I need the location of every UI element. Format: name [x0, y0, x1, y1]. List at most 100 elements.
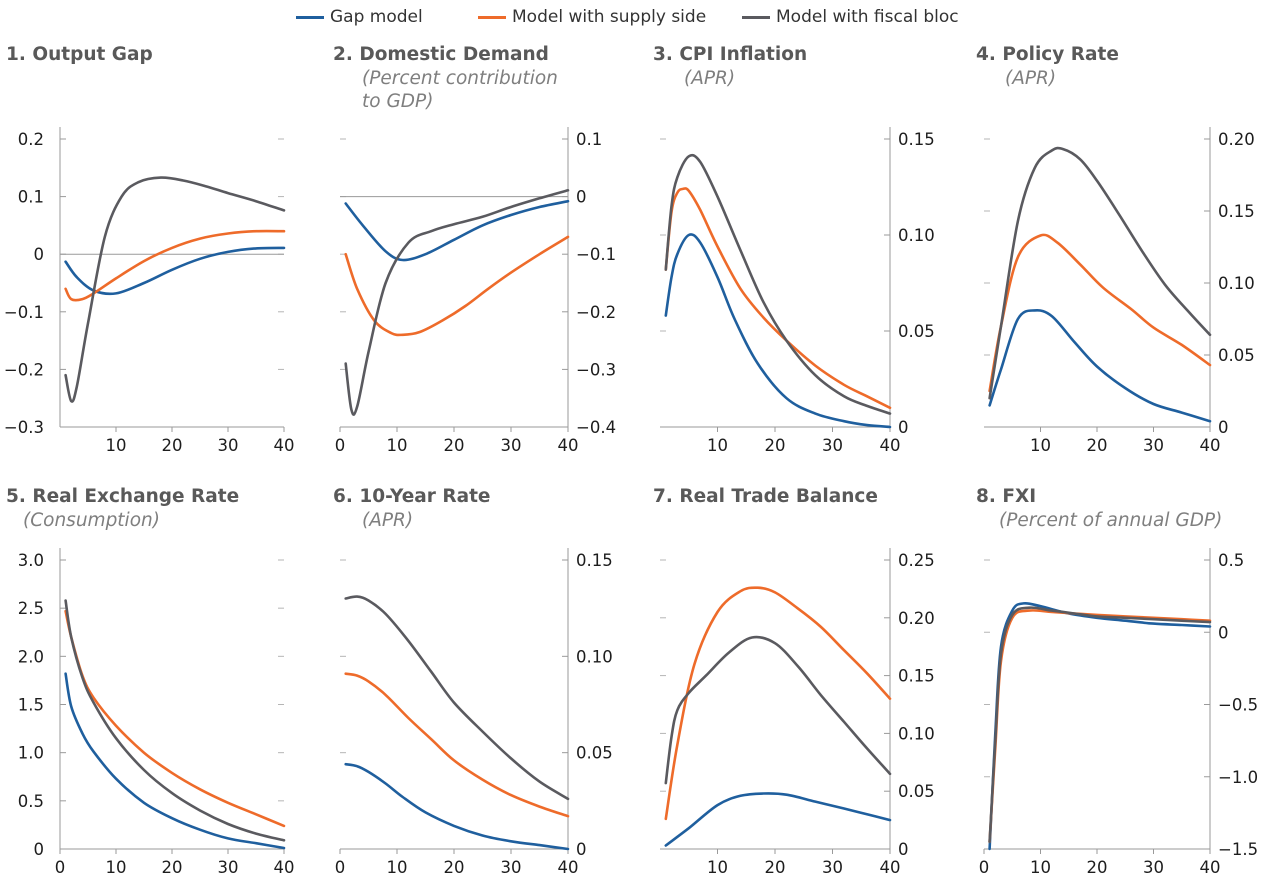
x-tick-label: 30: [218, 436, 239, 455]
chart-panel-3: 3. CPI Inflation (APR) 0 0.05 0.10 0.15 10 20 30…: [653, 44, 935, 455]
y-tick-label: −0.3: [4, 418, 44, 437]
x-tick-label: 10: [387, 858, 408, 877]
x-tick-label: 20: [162, 858, 183, 877]
chart-title: 7. Real Trade Balance: [653, 486, 878, 507]
chart-panel-8: 8. FXI (Percent of annual GDP) −1.5 −1.0 −0.…: [976, 486, 1258, 877]
legend-swatch: [478, 15, 506, 19]
y-tick-label: 0.15: [898, 130, 935, 149]
y-tick-label: 0: [898, 840, 909, 859]
x-tick-label: 10: [707, 436, 728, 455]
x-tick-label: 20: [765, 436, 786, 455]
chart-panel-6: 6. 10-Year Rate (APR) 0 0.05 0.10 0.15 0 10 20 30…: [333, 486, 613, 877]
chart-title: 5. Real Exchange Rate: [6, 486, 239, 507]
y-tick-label: 1.5: [18, 696, 44, 715]
x-tick-label: 10: [1030, 858, 1051, 877]
x-tick-label: 10: [707, 858, 728, 877]
chart-subtitle: (APR): [362, 510, 413, 531]
series-line-model-with-supply-side: [344, 672, 570, 818]
y-tick-label: 0.20: [898, 609, 935, 628]
chart-subtitle: (Percent contribution: [362, 68, 558, 89]
x-tick-label: 40: [274, 858, 295, 877]
y-tick-label: 0.1: [18, 188, 44, 207]
chart-title: 1. Output Gap: [6, 44, 153, 65]
chart-subtitle: (Percent of annual GDP): [999, 510, 1222, 531]
x-tick-label: 40: [880, 436, 901, 455]
y-tick-label: −0.1: [576, 245, 616, 264]
x-tick-label: 0: [335, 858, 346, 877]
y-tick-label: 0.5: [1218, 551, 1244, 570]
series-line-model-with-fiscal-bloc: [988, 146, 1212, 400]
y-tick-label: −1.0: [1218, 768, 1258, 787]
series-line-model-with-fiscal-bloc: [64, 176, 286, 403]
y-tick-label: −1.5: [1218, 840, 1258, 859]
y-tick-label: 0.05: [576, 744, 613, 763]
y-tick-label: 0.10: [898, 226, 935, 245]
y-tick-label: 2.5: [18, 599, 44, 618]
y-tick-label: 0.10: [576, 647, 613, 666]
y-tick-label: −0.4: [576, 418, 616, 437]
y-tick-label: 0: [576, 188, 587, 207]
x-tick-label: 30: [1143, 858, 1164, 877]
series-line-model-with-fiscal-bloc: [664, 153, 892, 415]
x-tick-label: 20: [444, 858, 465, 877]
chart-title: 6. 10-Year Rate: [333, 486, 490, 507]
y-tick-label: 2.0: [18, 647, 44, 666]
y-tick-label: 0.25: [898, 551, 935, 570]
chart-title: 3. CPI Inflation: [653, 44, 807, 65]
legend-item: Model with fiscal bloc: [742, 6, 959, 28]
x-tick-label: 40: [558, 858, 579, 877]
y-tick-label: 0.5: [18, 792, 44, 811]
x-tick-label: 20: [1087, 436, 1108, 455]
y-tick-label: −0.5: [1218, 696, 1258, 715]
x-tick-label: 0: [55, 858, 66, 877]
y-tick-label: −0.2: [4, 360, 44, 379]
x-tick-label: 30: [822, 858, 843, 877]
y-tick-label: 0.10: [898, 724, 935, 743]
y-tick-label: 0.05: [898, 322, 935, 341]
series-line-model-with-fiscal-bloc: [344, 189, 570, 416]
series-line-model-with-fiscal-bloc: [344, 595, 570, 801]
x-tick-label: 20: [1087, 858, 1108, 877]
y-tick-label: 0.1: [576, 130, 602, 149]
y-tick-label: 0: [1218, 418, 1229, 437]
x-tick-label: 10: [387, 436, 408, 455]
x-tick-label: 10: [106, 436, 127, 455]
series-line-model-with-supply-side: [988, 609, 1212, 844]
series-line-model-with-supply-side: [344, 235, 570, 337]
y-tick-label: 0.20: [1218, 130, 1255, 149]
series-line-model-with-supply-side: [988, 233, 1212, 393]
series-line-model-with-fiscal-bloc: [64, 599, 286, 842]
y-tick-label: 3.0: [18, 551, 44, 570]
x-tick-label: 40: [1200, 858, 1221, 877]
chart-legend: Gap model Model with supply side Model wit…: [0, 0, 1272, 34]
y-tick-label: 0.15: [1218, 202, 1255, 221]
y-tick-label: 0.05: [898, 782, 935, 801]
y-tick-label: 0: [34, 245, 45, 264]
series-line-gap-model: [64, 246, 286, 296]
y-tick-label: 0: [1218, 623, 1229, 642]
series-line-gap-model: [664, 233, 892, 429]
x-tick-label: 30: [218, 858, 239, 877]
chart-subtitle: (Consumption): [23, 510, 160, 531]
x-tick-label: 0: [335, 436, 346, 455]
chart-panel-5: 5. Real Exchange Rate (Consumption) 0 0.5 1.…: [6, 486, 295, 877]
legend-label: Model with supply side: [512, 7, 707, 27]
x-tick-label: 30: [501, 436, 522, 455]
legend-label: Gap model: [330, 7, 423, 27]
x-tick-label: 0: [979, 858, 990, 877]
chart-subtitle: (APR): [1005, 68, 1056, 89]
series-line-gap-model: [344, 199, 570, 262]
legend-label: Model with fiscal bloc: [776, 7, 959, 27]
y-tick-label: 0.05: [1218, 346, 1255, 365]
x-tick-label: 20: [162, 436, 183, 455]
y-tick-label: 0.2: [18, 130, 44, 149]
series-line-gap-model: [988, 601, 1212, 851]
legend-swatch: [742, 15, 770, 19]
y-tick-label: 0: [576, 840, 587, 859]
series-line-gap-model: [664, 792, 892, 847]
chart-title: 4. Policy Rate: [976, 44, 1119, 65]
x-tick-label: 10: [1030, 436, 1051, 455]
y-tick-label: 1.0: [18, 744, 44, 763]
chart-panel-2: 2. Domestic Demand (Percent contributiont…: [333, 44, 616, 455]
chart-subtitle: to GDP): [362, 91, 433, 112]
